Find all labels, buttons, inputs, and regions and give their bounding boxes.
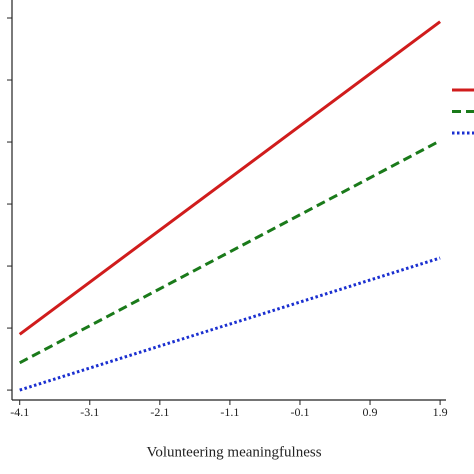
line: [18, 20, 441, 336]
line: [19, 256, 441, 392]
x-tick-label: 1.9: [433, 405, 448, 419]
line: [19, 139, 441, 365]
x-tick-label: -2.1: [150, 405, 169, 419]
x-axis-title: Volunteering meaningfulness: [146, 444, 321, 460]
x-tick-label: -4.1: [10, 405, 29, 419]
x-tick-label: 0.9: [363, 405, 378, 419]
x-tick-label: -3.1: [80, 405, 99, 419]
x-tick-label: -1.1: [220, 405, 239, 419]
x-tick-label: -0.1: [290, 405, 309, 419]
